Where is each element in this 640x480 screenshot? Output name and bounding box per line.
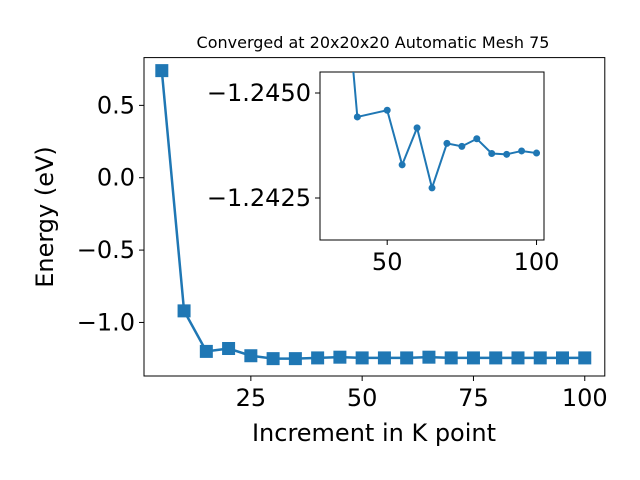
y-tick-label: −1.2425	[207, 184, 311, 212]
data-point	[177, 304, 191, 318]
inset-y-axis: −1.2450 −1.2425	[207, 79, 320, 212]
data-point	[311, 351, 325, 365]
data-point	[222, 342, 236, 356]
data-point	[377, 351, 391, 365]
data-point	[288, 352, 302, 366]
x-tick-label: 50	[347, 384, 378, 412]
x-tick-label: 25	[236, 384, 267, 412]
data-point	[266, 352, 280, 366]
x-tick-label: 50	[372, 248, 403, 276]
x-tick-label: 100	[514, 248, 560, 276]
data-point	[443, 139, 451, 147]
data-point	[444, 351, 458, 365]
data-point	[503, 150, 511, 158]
x-axis-label: Increment in K point	[252, 419, 496, 447]
data-point	[556, 351, 570, 365]
data-point	[383, 106, 391, 114]
data-point	[488, 149, 496, 157]
data-point	[398, 161, 406, 169]
data-point	[400, 351, 414, 365]
data-point	[578, 351, 592, 365]
x-tick-label: 75	[458, 384, 489, 412]
main-series	[155, 64, 592, 366]
data-point	[511, 351, 525, 365]
y-tick-label: −1.0	[77, 308, 135, 336]
data-point	[422, 350, 436, 364]
y-axis-label: Energy (eV)	[31, 146, 59, 288]
data-point	[518, 147, 526, 155]
y-tick-label: −0.5	[77, 236, 135, 264]
data-point	[413, 124, 421, 132]
main-y-axis: 0.5 0.0 −0.5 −1.0	[77, 91, 144, 336]
y-tick-label: 0.0	[97, 164, 135, 192]
y-tick-label: −1.2450	[207, 79, 311, 107]
data-point	[489, 351, 503, 365]
data-point	[466, 351, 480, 365]
data-point	[353, 113, 361, 121]
data-point	[428, 184, 436, 192]
y-tick-label: 0.5	[97, 91, 135, 119]
data-point	[533, 149, 541, 157]
data-point	[533, 351, 547, 365]
data-point	[199, 344, 213, 358]
inset-x-axis: 50 100	[372, 240, 560, 276]
data-point	[333, 350, 347, 364]
data-point	[473, 135, 481, 143]
x-tick-label: 100	[562, 384, 608, 412]
inset-plot-frame	[319, 71, 545, 241]
data-point	[355, 351, 369, 365]
chart-title: Converged at 20x20x20 Automatic Mesh 75	[197, 33, 550, 52]
data-point	[458, 142, 466, 150]
inset-series	[352, 72, 541, 192]
data-point	[155, 64, 169, 78]
main-x-axis: 25 50 75 100	[236, 376, 608, 412]
data-point	[244, 349, 258, 363]
